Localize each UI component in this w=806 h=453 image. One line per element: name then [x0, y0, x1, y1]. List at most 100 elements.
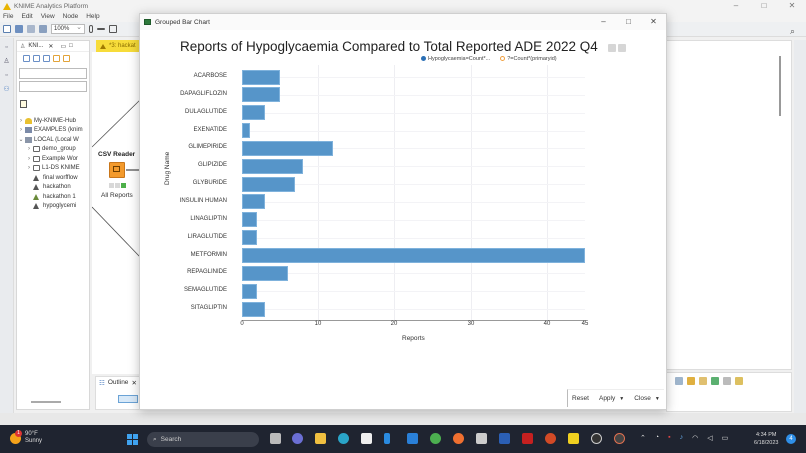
clear-icon[interactable]: [675, 377, 683, 385]
layout-icon[interactable]: [109, 25, 117, 33]
chevron-right-icon[interactable]: ›: [28, 155, 30, 162]
explorer-icon[interactable]: ♙: [3, 58, 10, 65]
menu-node[interactable]: Node: [62, 13, 79, 20]
chevron-right-icon[interactable]: ›: [28, 165, 30, 172]
workflow-editor-tab[interactable]: *3: hackat: [96, 40, 142, 52]
hub-icon[interactable]: ⚇: [3, 86, 10, 93]
link-icon[interactable]: [89, 25, 93, 33]
bar[interactable]: [242, 248, 585, 263]
minimize-panel-icon[interactable]: ▭: [60, 43, 67, 50]
chevron-down-icon[interactable]: ⌄: [18, 137, 24, 144]
restore-icon-2[interactable]: ▫: [5, 72, 8, 79]
bar[interactable]: [242, 230, 258, 246]
microphone-icon[interactable]: ♪: [679, 434, 684, 441]
close-button[interactable]: ✕: [788, 1, 796, 10]
maximize-panel-icon[interactable]: □: [69, 43, 73, 49]
obs-icon[interactable]: [591, 433, 602, 444]
tree-item-l1-ds-knime[interactable]: › L1-DS KNIME: [17, 164, 89, 174]
zoom-select[interactable]: 100%: [51, 23, 85, 34]
clock[interactable]: 4:34 PM 6/18/2023: [754, 432, 779, 446]
tree-item-final-workflow[interactable]: final worfflow: [17, 173, 89, 183]
dropdown-arrow-icon[interactable]: ▼: [619, 396, 625, 402]
volume-icon[interactable]: ◁: [707, 435, 713, 442]
configure-icon[interactable]: [63, 54, 70, 62]
outline-tab[interactable]: ☷ Outline ✕: [99, 379, 137, 387]
word-icon[interactable]: [499, 433, 510, 444]
chevron-right-icon[interactable]: ›: [20, 117, 22, 124]
store-icon[interactable]: [361, 433, 372, 444]
dropdown-arrow-icon[interactable]: ▼: [654, 396, 660, 402]
maximize-button[interactable]: □: [761, 1, 767, 10]
wifi-icon[interactable]: ◠: [692, 435, 699, 442]
tray-app-icon-2[interactable]: ▪: [668, 434, 671, 441]
file-explorer-icon[interactable]: [315, 433, 326, 444]
mail-icon[interactable]: [407, 433, 418, 444]
close-tab-icon[interactable]: ✕: [48, 43, 54, 50]
right-scrollbar[interactable]: [779, 56, 781, 116]
console-icon[interactable]: [723, 377, 731, 385]
bar[interactable]: [242, 283, 258, 299]
new-console-icon[interactable]: [735, 377, 743, 385]
taskbar-search[interactable]: ⌕ Search: [147, 432, 259, 447]
bar[interactable]: [242, 69, 281, 85]
bar[interactable]: [242, 176, 296, 192]
save-all-icon[interactable]: [39, 25, 47, 33]
tree-item-my-knime-hub[interactable]: › My-KNIME-Hub: [17, 116, 89, 126]
restore-icon[interactable]: ▫: [5, 44, 8, 51]
teams-icon[interactable]: [292, 433, 303, 444]
collapse-icon[interactable]: [33, 54, 40, 62]
reset-button[interactable]: Reset: [572, 395, 589, 402]
csv-reader-node[interactable]: [109, 162, 125, 178]
minimize-button[interactable]: –: [733, 1, 739, 10]
chevron-right-icon[interactable]: ›: [20, 127, 22, 134]
tree-item-examples[interactable]: › EXAMPLES (knim: [17, 126, 89, 136]
task-view-icon[interactable]: [270, 433, 281, 444]
bar[interactable]: [242, 212, 258, 228]
lock-icon[interactable]: [687, 377, 695, 385]
legend-item-hypoglycaemia[interactable]: Hypoglycaemia=Count*...: [421, 56, 490, 62]
bar[interactable]: [242, 194, 265, 210]
start-button[interactable]: [127, 434, 138, 445]
bar[interactable]: [242, 265, 288, 281]
menu-file[interactable]: File: [3, 13, 14, 20]
powerpoint-icon[interactable]: [545, 433, 556, 444]
bar[interactable]: [242, 87, 281, 103]
menu-edit[interactable]: Edit: [21, 13, 33, 20]
app-icon[interactable]: [476, 433, 487, 444]
close-dialog-button[interactable]: Close ▼: [634, 395, 660, 402]
tree-item-local[interactable]: ⌄ LOCAL (Local W: [18, 136, 79, 144]
menu-view[interactable]: View: [40, 13, 55, 20]
chrome-icon[interactable]: [430, 433, 441, 444]
weather-widget[interactable]: 90°F Sunny: [10, 429, 42, 445]
tree-item-hackathon-1[interactable]: hackathon 1: [17, 192, 89, 202]
connect-icon[interactable]: [97, 28, 105, 30]
close-tab-icon[interactable]: ✕: [131, 380, 137, 387]
legend-item-primaryid[interactable]: ?=Count*(primaryid): [500, 56, 557, 62]
acrobat-icon[interactable]: [522, 433, 533, 444]
expand-icon[interactable]: [23, 54, 30, 62]
workflow-canvas[interactable]: [92, 52, 140, 374]
explorer-filter-input[interactable]: [19, 68, 87, 79]
tray-app-icon[interactable]: ◔: [654, 434, 660, 441]
tree-item-hackathon[interactable]: hackathon: [17, 183, 89, 193]
chevron-up-icon[interactable]: ⌃: [640, 435, 646, 442]
dialog-close-button[interactable]: ✕: [650, 17, 657, 26]
apply-button[interactable]: Apply ▼: [598, 395, 625, 402]
dialog-maximize-button[interactable]: □: [626, 17, 631, 26]
notification-badge[interactable]: 4: [786, 434, 796, 444]
new-icon[interactable]: [3, 25, 11, 33]
settings-toggle-icon[interactable]: [608, 44, 616, 52]
bar[interactable]: [242, 140, 334, 156]
node-name[interactable]: All Reports: [101, 192, 133, 199]
bar[interactable]: [242, 123, 250, 139]
explorer-tab[interactable]: ♙ KNI... ✕ ▭ □: [17, 41, 89, 52]
pin-icon[interactable]: [699, 377, 707, 385]
tree-item-demo-group[interactable]: › demo_group: [17, 145, 89, 155]
media-player-icon[interactable]: [614, 433, 625, 444]
explorer-search-input[interactable]: [19, 81, 87, 92]
sync-icon[interactable]: [53, 54, 60, 62]
tree-item-example-workflows[interactable]: › Example Wor: [17, 154, 89, 164]
display-icon[interactable]: [711, 377, 719, 385]
search-icon[interactable]: ⌕: [790, 26, 796, 36]
edge-icon[interactable]: [338, 433, 349, 444]
